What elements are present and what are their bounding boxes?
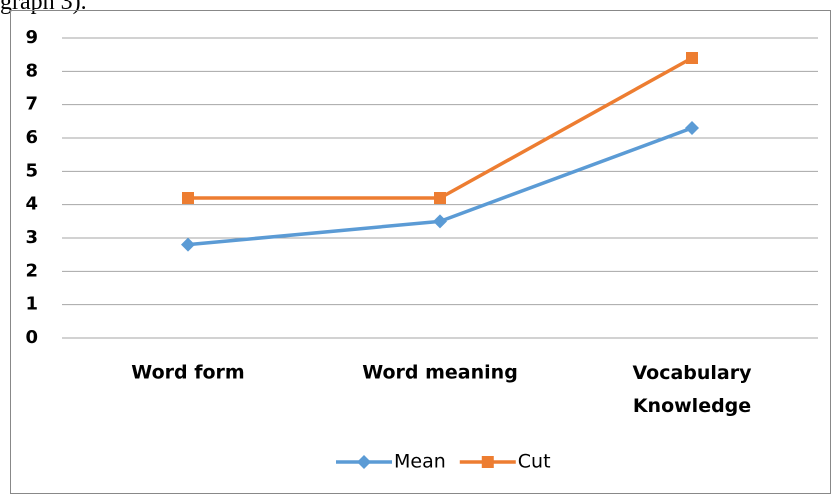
y-tick-label: 4 [25,194,38,215]
point [686,52,698,64]
y-tick-label: 5 [25,160,38,181]
point [434,192,446,204]
y-tick-label: 6 [25,127,38,148]
point [181,237,195,252]
y-tick-label: 3 [25,227,38,248]
y-tick-label: 8 [25,60,38,81]
point [433,214,447,229]
chart-border [10,10,831,494]
y-tick-label: 0 [25,327,38,348]
y-tick-label: 7 [25,94,38,115]
y-tick-label: 9 [25,27,38,48]
y-tick-label: 2 [25,260,38,281]
caption: graph 3). [0,0,87,15]
legend-marker [481,456,494,468]
legend-label: Mean [394,451,446,473]
x-tick-label: Word form [131,362,244,384]
x-tick-label: Word meaning [362,362,518,384]
point [182,192,194,204]
x-tick-label: Vocabulary Knowledge [632,362,752,417]
point [685,121,699,135]
y-tick-label: 1 [25,294,38,315]
series-line [188,56,693,200]
legend-marker [357,455,371,469]
legend-label: Cut [518,451,551,473]
